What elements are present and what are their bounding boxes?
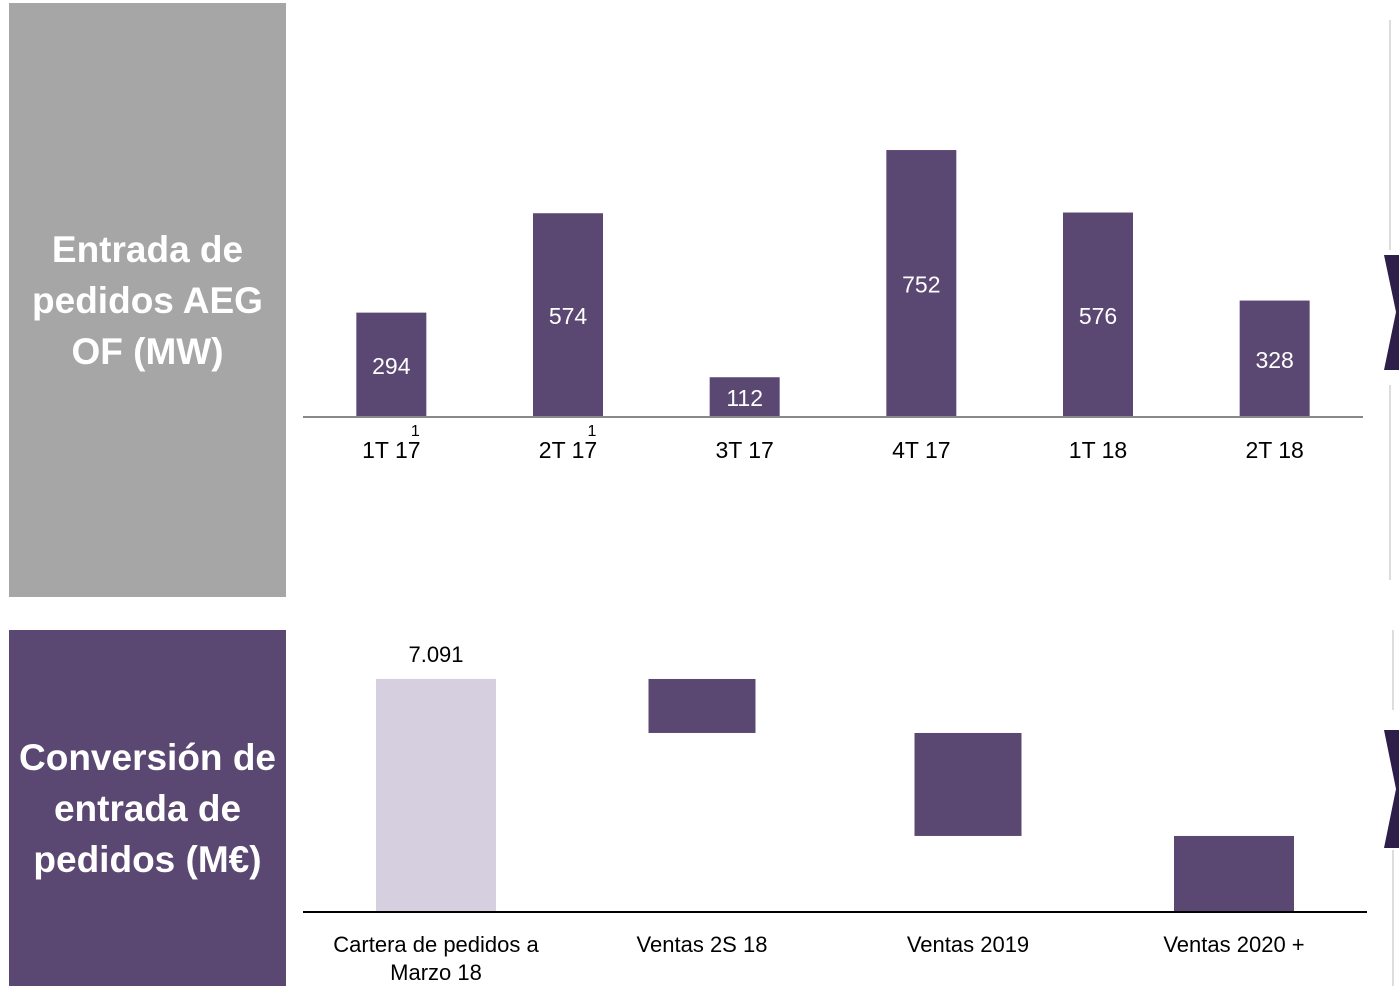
x-tick-label: 1T 18 xyxy=(1069,437,1127,463)
x-tick-label: 1T 17 xyxy=(362,437,420,463)
bar-value-label: 112 xyxy=(726,385,763,411)
x-tick-label: Ventas 2019 xyxy=(906,932,1030,957)
bar xyxy=(709,377,780,417)
waterfall-bar xyxy=(914,732,1022,836)
heading-text: Conversión de entrada de pedidos (M€) xyxy=(19,736,276,880)
bar-value-label: 752 xyxy=(902,272,940,298)
bar-value-label: 294 xyxy=(372,353,411,379)
panel-heading: Conversión de entrada de pedidos (M€) xyxy=(9,630,286,986)
chevron xyxy=(1384,730,1399,848)
x-tick-label: 2T 18 xyxy=(1245,437,1303,463)
x-tick-label: 2T 17 xyxy=(539,437,597,463)
bar xyxy=(533,213,603,417)
footnote-mark: 1 xyxy=(588,423,597,440)
bar xyxy=(356,312,427,417)
x-tick-label: Ventas 2S 18 xyxy=(636,932,768,957)
waterfall-bar xyxy=(648,678,756,733)
bar-value-label: 7.091 xyxy=(408,642,463,667)
bar xyxy=(1063,212,1133,417)
footnote-mark: 1 xyxy=(411,423,420,440)
bar xyxy=(886,150,957,418)
waterfall-bar xyxy=(1174,835,1294,912)
waterfall-bar xyxy=(376,678,496,912)
x-tick-label: 4T 17 xyxy=(892,437,950,463)
bar-value-label: 576 xyxy=(1079,303,1117,329)
bar-value-label: 574 xyxy=(549,303,588,329)
x-tick-label: 3T 17 xyxy=(715,437,773,463)
panel-heading: Entrada de pedidos AEG OF (MW) xyxy=(9,3,286,597)
x-tick-label: Cartera de pedidos a Marzo 18 xyxy=(333,932,539,985)
bar xyxy=(1239,300,1310,417)
x-tick-label: Ventas 2020 + xyxy=(1163,932,1305,957)
chevron xyxy=(1384,255,1399,370)
bar-value-label: 328 xyxy=(1255,347,1293,373)
heading-text: Entrada de pedidos AEG OF (MW) xyxy=(32,228,263,372)
